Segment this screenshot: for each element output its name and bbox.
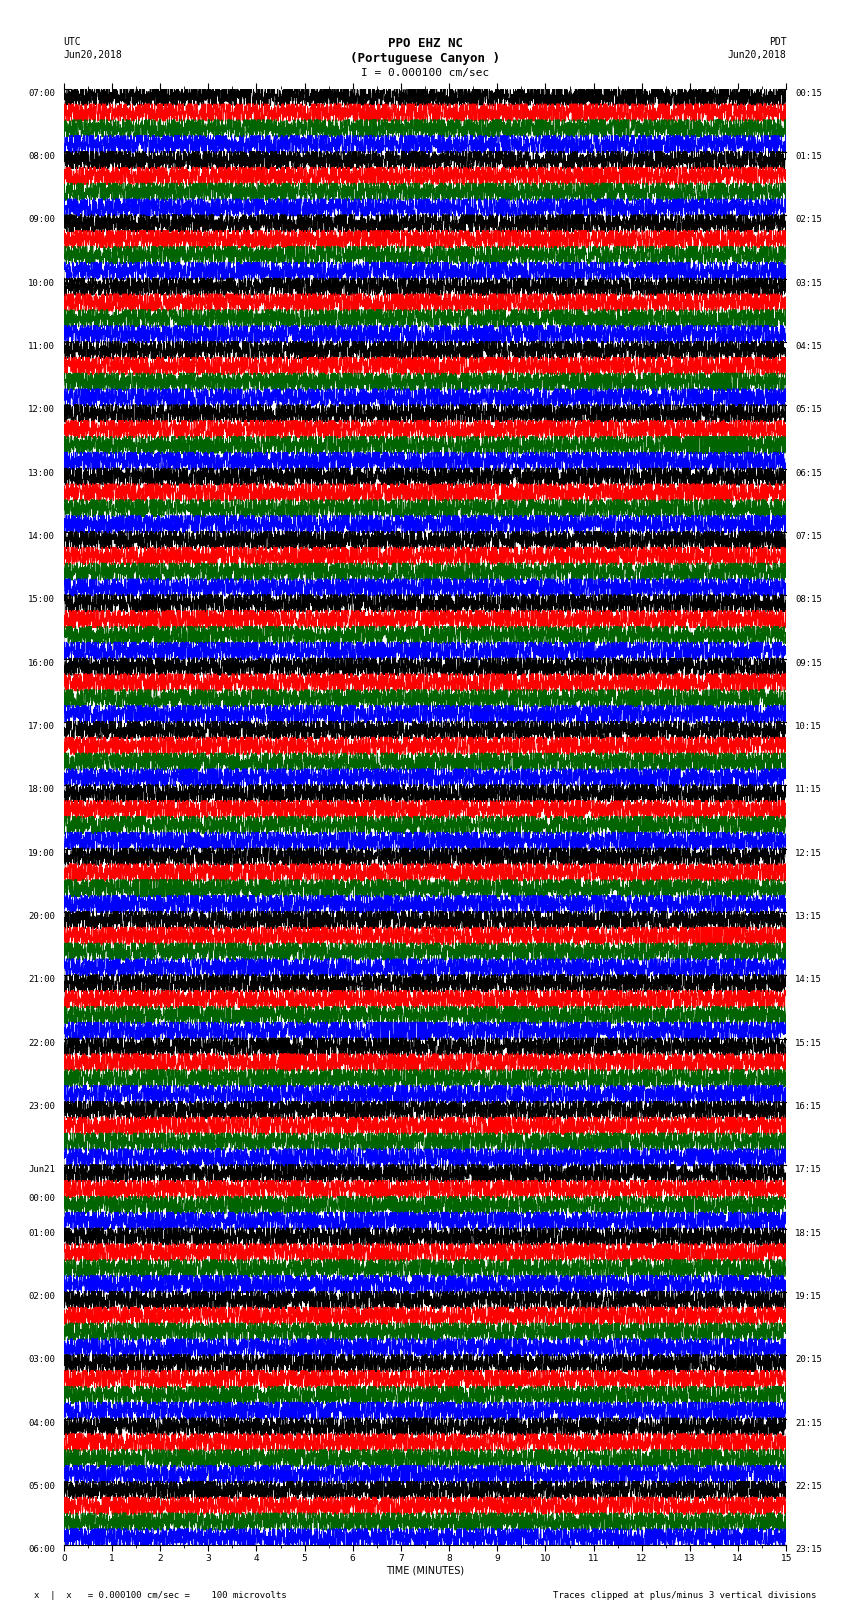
Text: 05:00: 05:00 [28,1482,55,1490]
Text: 01:15: 01:15 [795,152,822,161]
Text: 03:15: 03:15 [795,279,822,287]
Text: 21:15: 21:15 [795,1418,822,1428]
Text: 00:00: 00:00 [28,1194,55,1203]
Text: 04:00: 04:00 [28,1418,55,1428]
Text: 17:00: 17:00 [28,723,55,731]
Text: 16:00: 16:00 [28,658,55,668]
Text: 20:15: 20:15 [795,1355,822,1365]
Text: 15:00: 15:00 [28,595,55,605]
Text: x  |  x   = 0.000100 cm/sec =    100 microvolts: x | x = 0.000100 cm/sec = 100 microvolts [34,1590,286,1600]
Text: 10:00: 10:00 [28,279,55,287]
Text: Jun20,2018: Jun20,2018 [64,50,122,60]
Text: 05:15: 05:15 [795,405,822,415]
Text: 06:00: 06:00 [28,1545,55,1555]
Text: 04:15: 04:15 [795,342,822,352]
Text: 12:15: 12:15 [795,848,822,858]
Text: PPO EHZ NC: PPO EHZ NC [388,37,462,50]
Text: 23:00: 23:00 [28,1102,55,1111]
Text: 14:00: 14:00 [28,532,55,540]
Text: 09:00: 09:00 [28,216,55,224]
Text: 17:15: 17:15 [795,1165,822,1174]
Text: 22:15: 22:15 [795,1482,822,1490]
Text: 03:00: 03:00 [28,1355,55,1365]
Text: 18:15: 18:15 [795,1229,822,1237]
Text: 21:00: 21:00 [28,976,55,984]
Text: 01:00: 01:00 [28,1229,55,1237]
Text: 13:15: 13:15 [795,911,822,921]
Text: 15:15: 15:15 [795,1039,822,1047]
Text: Jun21: Jun21 [28,1165,55,1174]
Text: 18:00: 18:00 [28,786,55,794]
Text: 14:15: 14:15 [795,976,822,984]
Text: PDT: PDT [768,37,786,47]
X-axis label: TIME (MINUTES): TIME (MINUTES) [386,1565,464,1576]
Text: 00:15: 00:15 [795,89,822,98]
Text: 19:15: 19:15 [795,1292,822,1302]
Text: 06:15: 06:15 [795,469,822,477]
Text: Jun20,2018: Jun20,2018 [728,50,786,60]
Text: 07:15: 07:15 [795,532,822,540]
Text: 07:00: 07:00 [28,89,55,98]
Text: 16:15: 16:15 [795,1102,822,1111]
Text: 23:15: 23:15 [795,1545,822,1555]
Text: 02:00: 02:00 [28,1292,55,1302]
Text: 02:15: 02:15 [795,216,822,224]
Text: 20:00: 20:00 [28,911,55,921]
Text: 13:00: 13:00 [28,469,55,477]
Text: UTC: UTC [64,37,82,47]
Text: 08:00: 08:00 [28,152,55,161]
Text: 09:15: 09:15 [795,658,822,668]
Text: (Portuguese Canyon ): (Portuguese Canyon ) [350,52,500,65]
Text: Traces clipped at plus/minus 3 vertical divisions: Traces clipped at plus/minus 3 vertical … [552,1590,816,1600]
Text: I = 0.000100 cm/sec: I = 0.000100 cm/sec [361,68,489,77]
Text: 11:00: 11:00 [28,342,55,352]
Text: 08:15: 08:15 [795,595,822,605]
Text: 19:00: 19:00 [28,848,55,858]
Text: 22:00: 22:00 [28,1039,55,1047]
Text: 12:00: 12:00 [28,405,55,415]
Text: 11:15: 11:15 [795,786,822,794]
Text: 10:15: 10:15 [795,723,822,731]
